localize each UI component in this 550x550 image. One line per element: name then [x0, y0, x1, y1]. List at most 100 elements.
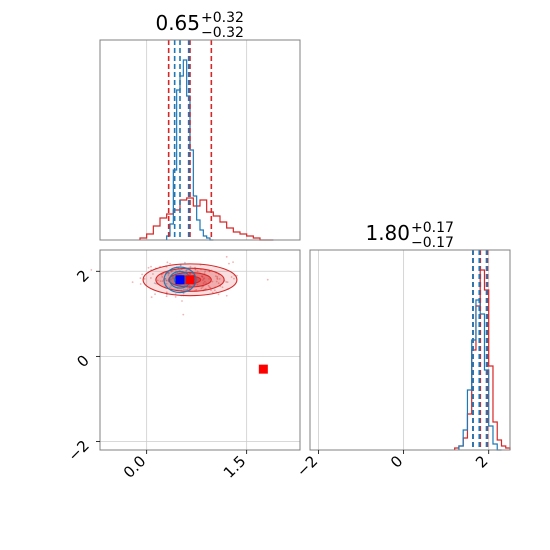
scatter-point — [131, 281, 134, 283]
y-tick-label: 0 — [73, 351, 92, 370]
scatter-point — [202, 282, 205, 285]
scatter-point — [194, 268, 197, 271]
scatter-point — [202, 278, 205, 280]
scatter-point — [196, 270, 199, 273]
scatter-point — [165, 282, 168, 285]
scatter-point — [167, 271, 170, 274]
scatter-point — [201, 275, 203, 278]
scatter-point — [230, 276, 233, 278]
scatter-point — [150, 296, 153, 299]
x-tick-label: 0.0 — [120, 452, 150, 482]
scatter-point — [216, 277, 219, 280]
scatter-point — [139, 283, 142, 285]
scatter-point — [139, 277, 142, 280]
scatter-point — [210, 289, 212, 292]
x-tick-labels: 0.0 1.5 — [120, 450, 250, 482]
marginal-title-value: 0.65 — [155, 11, 200, 35]
scatter-point — [161, 276, 164, 278]
scatter-point — [143, 277, 146, 280]
scatter-point — [147, 266, 150, 269]
scatter-point — [188, 273, 191, 275]
scatter-point — [184, 261, 186, 264]
grid-lines — [100, 250, 300, 450]
scatter-point — [168, 272, 170, 275]
scatter-point — [141, 273, 144, 276]
marginal-title-minus: −0.32 — [201, 25, 244, 41]
scatter-point — [218, 278, 221, 280]
marginal-title-plus: +0.32 — [201, 10, 244, 26]
scatter-point — [188, 287, 191, 290]
scatter-point — [216, 278, 219, 281]
scatter-point — [182, 292, 185, 295]
scatter-point — [90, 268, 93, 271]
joint-panel: 0.0 1.5 −2 0 2 — [64, 249, 301, 482]
scatter-point — [207, 284, 210, 287]
scatter-point — [155, 282, 158, 285]
scatter-point — [213, 289, 216, 292]
scatter-point — [221, 286, 224, 289]
marginal-title-minus: −0.17 — [411, 235, 454, 251]
scatter-point — [201, 279, 204, 282]
scatter-point — [203, 280, 206, 283]
scatter-point — [208, 278, 210, 280]
scatter-point — [214, 275, 217, 278]
scatter-point — [170, 285, 172, 287]
scatter-point — [232, 261, 234, 264]
scatter-point — [225, 281, 228, 283]
scatter-point — [225, 255, 228, 258]
scatter-point — [171, 270, 173, 273]
scatter-point — [173, 275, 175, 278]
scatter-point — [226, 281, 229, 284]
markers — [175, 275, 268, 374]
y-tick-label: 2 — [73, 266, 92, 285]
scatter-point — [165, 295, 168, 298]
scatter-point — [204, 270, 206, 273]
marginal-title-plus: +0.17 — [411, 220, 454, 236]
scatter-point — [216, 275, 219, 278]
scatter-point — [165, 291, 168, 294]
scatter-point — [209, 286, 212, 289]
scatter-point — [174, 295, 177, 298]
marker-red-outlier — [258, 364, 268, 374]
scatter-point — [182, 313, 185, 316]
scatter-point — [211, 280, 214, 283]
scatter-point — [195, 288, 198, 291]
scatter-point — [152, 273, 154, 275]
panel-frame — [309, 249, 511, 451]
scatter-point — [201, 275, 204, 278]
scatter-point — [203, 277, 206, 280]
scatter-point — [170, 270, 173, 273]
scatter-point — [182, 288, 185, 291]
x-tick-label: 1.5 — [220, 452, 250, 482]
scatter-point — [236, 274, 238, 277]
scatter-point — [208, 286, 211, 289]
scatter-point — [200, 287, 203, 290]
scatter-point — [167, 274, 170, 276]
scatter-point — [228, 262, 230, 265]
scatter-point — [159, 280, 162, 283]
scatter-point — [179, 264, 182, 267]
scatter-point — [201, 276, 204, 278]
y-tick-label: −2 — [64, 437, 92, 465]
marginal-title-value: 1.80 — [365, 221, 410, 245]
scatter-point — [188, 284, 191, 287]
scatter-point — [225, 294, 228, 297]
panel-frame — [99, 249, 301, 451]
marginal-histogram-param-2: −2 0 2 1.80 +0.17 −0.17 — [293, 220, 511, 480]
marker-red — [185, 275, 195, 285]
scatter-point — [205, 282, 208, 285]
marginal-histogram-param-1: 0.65 +0.32 −0.32 — [99, 10, 301, 241]
scatter-point — [164, 277, 167, 280]
x-tick-label: 2 — [472, 452, 491, 471]
scatter-point — [211, 291, 214, 294]
scatter-point — [266, 278, 269, 281]
quantile-lines — [167, 40, 213, 240]
scatter-point — [208, 270, 211, 273]
scatter-point — [149, 277, 152, 279]
scatter-point — [172, 277, 175, 280]
scatter-point — [168, 286, 171, 289]
scatter-point — [181, 300, 183, 302]
x-tick-label: 0 — [387, 452, 406, 471]
scatter-point — [170, 278, 173, 281]
scatter-point — [150, 265, 152, 268]
